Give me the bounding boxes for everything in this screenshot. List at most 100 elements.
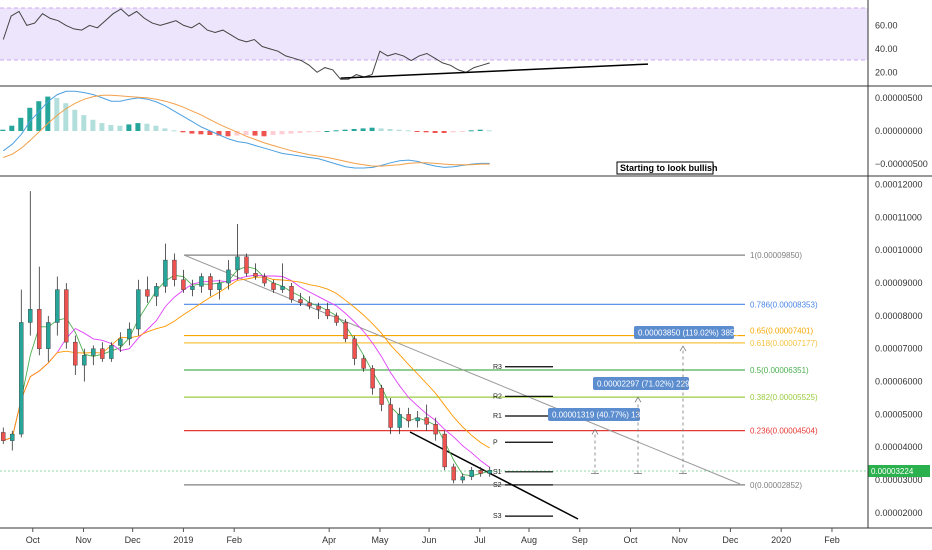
time-tick-label: Feb xyxy=(226,535,242,545)
price-tick-label: 0.00007000 xyxy=(875,344,923,354)
candle-body xyxy=(19,322,24,435)
fib-level-label: 0.382(0.00005525) xyxy=(750,393,818,402)
candle-body xyxy=(460,476,465,481)
candle-body xyxy=(127,328,132,340)
candle-body xyxy=(109,345,114,359)
candle xyxy=(262,273,267,287)
candle-body xyxy=(100,348,105,359)
target-label-text: 0.00001319 (40.77%) 1319 xyxy=(552,411,650,420)
candle-body xyxy=(370,368,375,389)
macd-histogram-bar xyxy=(144,123,150,131)
candle-body xyxy=(316,305,321,310)
macd-histogram-bar xyxy=(126,124,132,131)
candle-body xyxy=(433,424,438,435)
candle xyxy=(19,289,24,438)
fib-level-label: 0.5(0.00006351) xyxy=(750,366,809,375)
time-tick-label: May xyxy=(371,535,389,545)
candle-body xyxy=(64,289,69,343)
price-tick-label: 0.00003000 xyxy=(875,475,923,485)
fib-level-label: 0.65(0.00007401) xyxy=(750,327,814,336)
candle xyxy=(217,279,222,300)
candle-body xyxy=(163,259,168,287)
candle xyxy=(73,335,78,375)
time-tick-label: Sep xyxy=(572,535,588,545)
candle xyxy=(343,319,348,343)
target-arrowhead xyxy=(679,345,687,352)
candle xyxy=(208,273,213,297)
candle-body xyxy=(379,387,384,405)
macd-histogram-bar xyxy=(459,131,465,132)
target-label-text: 0.00003850 (119.02%) 3850 xyxy=(638,329,739,338)
rsi-trendline xyxy=(340,63,649,79)
candle xyxy=(415,411,420,428)
candle xyxy=(469,466,474,481)
candle-body xyxy=(244,256,249,274)
time-tick-label: Nov xyxy=(76,535,93,545)
macd-histogram-bar xyxy=(18,117,24,131)
macd-tick-label: 0.00000000 xyxy=(875,126,923,136)
candle-body xyxy=(136,289,141,330)
candle xyxy=(316,302,321,320)
candle-body xyxy=(325,309,330,317)
macd-histogram-bar xyxy=(342,129,348,131)
macd-histogram-bar xyxy=(216,131,222,136)
macd-histogram-bar xyxy=(108,125,114,131)
candle-body xyxy=(406,414,411,422)
macd-histogram-bar xyxy=(36,101,42,131)
candle xyxy=(325,302,330,320)
candle xyxy=(10,430,15,451)
candle-body xyxy=(271,282,276,290)
macd-histogram xyxy=(0,96,492,137)
pivot-points: R3 R2 R1 P S1 S2 S3 xyxy=(493,364,553,520)
candle xyxy=(307,296,312,310)
candle xyxy=(235,223,240,280)
candle-body xyxy=(226,269,231,284)
macd-histogram-bar xyxy=(27,107,33,131)
macd-histogram-bar xyxy=(135,123,141,131)
time-axis: Oct Nov Dec 2019 Feb Apr May Jun Jul Aug Sep Oct Nov… xyxy=(26,528,840,545)
target-arrowhead xyxy=(591,428,599,435)
candle xyxy=(388,397,393,435)
time-tick-label: Aug xyxy=(521,535,537,545)
price-tick-label: 0.00004000 xyxy=(875,442,923,452)
time-tick-label: Dec xyxy=(125,535,142,545)
candle xyxy=(289,283,294,303)
candle xyxy=(181,269,186,293)
macd-histogram-bar xyxy=(180,131,186,133)
price-tick-label: 0.00010000 xyxy=(875,245,923,255)
macd-histogram-bar xyxy=(99,123,105,131)
macd-histogram-bar xyxy=(117,125,123,131)
candle xyxy=(37,266,42,356)
macd-histogram-bar xyxy=(225,131,231,137)
price-tick-label: 0.00012000 xyxy=(875,180,923,190)
macd-axis: 0.00000500 0.00000000 −0.00000500 xyxy=(875,93,928,169)
candle xyxy=(370,365,375,395)
macd-histogram-bar xyxy=(432,131,438,133)
candle xyxy=(397,407,402,435)
pivot-label: S2 xyxy=(493,482,502,489)
candle-body xyxy=(361,358,366,369)
candle xyxy=(280,263,285,293)
macd-histogram-bar xyxy=(360,128,366,131)
candle-body xyxy=(10,433,15,441)
ma-medium-line xyxy=(3,274,490,468)
macd-histogram-bar xyxy=(306,131,312,133)
candle-body xyxy=(208,276,213,290)
candle xyxy=(352,335,357,366)
current-price-text: 0.00003224 xyxy=(871,467,914,476)
candle xyxy=(361,355,366,372)
candle xyxy=(64,283,69,349)
candle xyxy=(460,473,465,484)
candle xyxy=(478,466,483,477)
rsi-band xyxy=(0,8,868,60)
target-label-box xyxy=(634,326,734,339)
macd-histogram-bar xyxy=(72,109,78,131)
candle-body xyxy=(280,286,285,290)
candle xyxy=(46,315,51,362)
macd-histogram-bar xyxy=(387,129,393,131)
macd-histogram-bar xyxy=(189,131,195,134)
candle xyxy=(1,427,6,444)
macd-histogram-bar xyxy=(243,131,249,135)
macd-histogram-bar xyxy=(396,129,402,131)
